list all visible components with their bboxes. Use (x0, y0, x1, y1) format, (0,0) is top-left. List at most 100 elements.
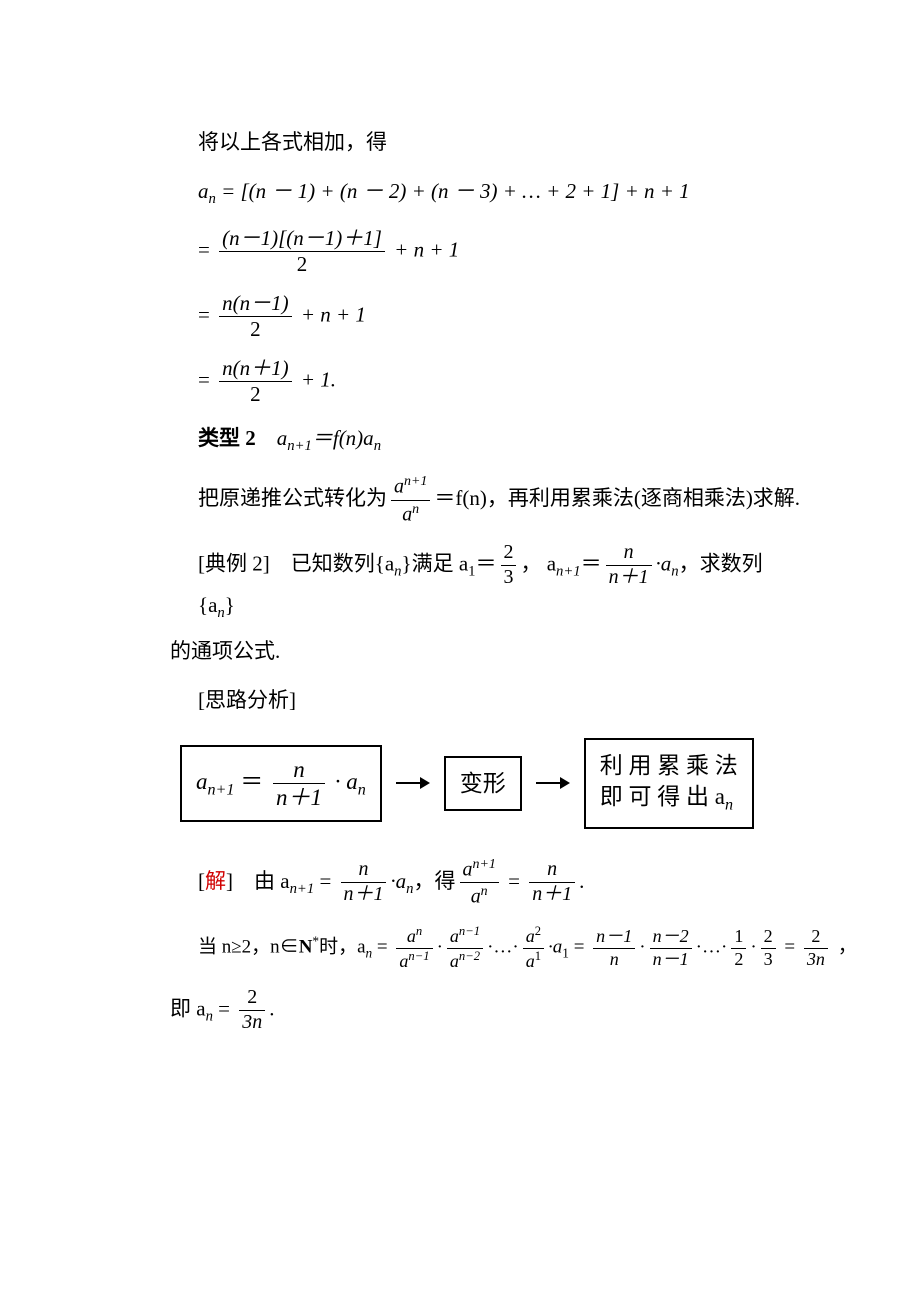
fb1-eq: ＝ (234, 769, 269, 794)
line-intro: 将以上各式相加，得 (170, 126, 790, 159)
eq-3: = n(n－1) 2 + n + 1 (170, 292, 790, 341)
fb1-tp: · a (329, 769, 358, 794)
flow-box-1: an+1 ＝ nn＋1 · an (180, 745, 382, 823)
s1f: . (579, 868, 584, 892)
ex2-f-sub: n (671, 564, 678, 580)
eq2-num: (n－1)[(n－1)＋1] (219, 227, 385, 252)
eq3-tail: + n + 1 (296, 302, 366, 326)
ctail: ·a (548, 936, 562, 957)
line-transform: 把原递推公式转化为 an+1 an ＝f(n)，再利用累乘法(逐商相乘法)求解. (170, 474, 790, 526)
c1ds: n−1 (408, 949, 429, 963)
ex2-a: 已知数列{a (291, 551, 394, 575)
ctails: 1 (562, 945, 569, 960)
ex2-g-sub: n (217, 605, 224, 621)
eq-2: = (n－1)[(n－1)＋1] 2 + n + 1 (170, 227, 790, 276)
flow-diagram: an+1 ＝ nn＋1 · an 变形 利 用 累 乘 法 即 可 得 出 an (180, 738, 790, 828)
s3n: 2 (239, 987, 265, 1011)
s1f1d: n＋1 (341, 883, 387, 906)
type2-sub2: n (374, 438, 381, 454)
s1f1n: n (341, 859, 387, 883)
type2-mid: ＝f(n)a (312, 426, 374, 450)
ex2-a-sub: n (394, 564, 401, 580)
s1a: 由 a (254, 868, 290, 892)
s3a: 即 a (170, 997, 206, 1021)
s1f2db: a (471, 886, 481, 908)
ex2-c: ＝ (476, 551, 497, 575)
s1f3d: n＋1 (529, 883, 575, 906)
c3ds: 1 (535, 949, 541, 963)
ex2-b: }满足 a (402, 551, 469, 575)
flow-box-3: 利 用 累 乘 法 即 可 得 出 an (584, 738, 754, 828)
eq1-lhs-sub: n (209, 191, 216, 207)
c1nb: a (407, 926, 416, 946)
s1d: ，得 (414, 868, 456, 892)
s3b: = (213, 997, 235, 1021)
r2d: n－1 (650, 949, 692, 970)
s2b: 时，a (319, 936, 365, 957)
s1f3n: n (529, 859, 575, 883)
eq3-eq: = (198, 302, 210, 326)
solution-line-1: [[解]解] 由 an+1 = nn＋1·an，得an+1an = nn＋1. (170, 857, 790, 909)
eq1-lhs-base: a (198, 179, 209, 203)
c2ds: n−2 (459, 949, 480, 963)
r5d: 3n (804, 949, 828, 970)
analysis-label-line: [[思路分析]思路分析] (170, 684, 790, 717)
l6-num-s: n+1 (404, 474, 427, 489)
s1f2ns: n+1 (472, 857, 495, 872)
s1as: n+1 (290, 881, 315, 897)
s2c: = (372, 936, 392, 957)
ex2-f: ·a (656, 551, 672, 575)
solution-line-3: 即 an = 23n. (170, 987, 790, 1034)
fb3-l2a: 即 可 得 出 a (600, 784, 725, 809)
r1n: n－1 (593, 927, 635, 949)
fb3-l1: 利 用 累 乘 法 (600, 750, 738, 781)
s2a: 当 n≥2，n∈ (198, 936, 299, 957)
eq1-rhs: = [(n － 1) + (n － 2) + (n － 3) + … + 2 +… (216, 179, 690, 203)
r4n: 2 (761, 927, 776, 949)
l6-den-s: n (412, 502, 419, 517)
solution-line-2: 当 n≥2，n∈N*时，an = anan−1·an−1an−2·…·a2a1·… (170, 925, 790, 972)
arrow-icon (536, 773, 570, 793)
eq2-den: 2 (219, 252, 385, 276)
fb1-ts: n (358, 781, 366, 798)
fb1-den: n＋1 (273, 784, 325, 810)
fb1-sub: n+1 (208, 781, 235, 798)
r3n: 1 (731, 927, 746, 949)
eq3-num: n(n－1) (219, 292, 292, 317)
l6-a: 把原递推公式转化为 (198, 486, 387, 510)
c2db: a (450, 951, 459, 971)
fb1-a: a (196, 769, 208, 794)
ex2-d: ， a (520, 551, 556, 575)
c2nb: a (450, 926, 459, 946)
ex2-f1d: 3 (501, 566, 517, 589)
r3d: 2 (731, 949, 746, 970)
c3ns: 2 (535, 924, 541, 938)
l6-num-b: a (394, 476, 404, 498)
ex2-f1n: 2 (501, 542, 517, 566)
ex2-b-sub: 1 (468, 564, 475, 580)
ex2-e: ＝ (581, 551, 602, 575)
s3c: . (269, 997, 274, 1021)
ex2-h: } (225, 593, 235, 617)
s1f2nb: a (463, 858, 473, 880)
math-document-page: 将以上各式相加，得 an = [(n － 1) + (n － 2) + (n －… (0, 0, 920, 1302)
r2n: n－2 (650, 927, 692, 949)
eq4-tail: + 1. (296, 367, 336, 391)
eq4-num: n(n＋1) (219, 357, 292, 382)
s1c: ·a (390, 868, 406, 892)
c1ns: n (416, 924, 422, 938)
s2d: = (569, 936, 589, 957)
s2e: = (780, 936, 800, 957)
l6-den-b: a (402, 503, 412, 525)
s3as: n (206, 1009, 213, 1025)
s2comma: ， (838, 936, 857, 957)
eq4-den: 2 (219, 382, 292, 406)
s1b: = (314, 868, 336, 892)
analysis-label: [[思路分析]思路分析] (198, 688, 296, 712)
eq-4: = n(n＋1) 2 + 1. (170, 357, 790, 406)
cdots: ·…· (487, 936, 519, 957)
r1d: n (593, 949, 635, 970)
fb1-num: n (273, 757, 325, 784)
s2n: N (299, 936, 313, 957)
example-2-tail: 的通项公式. (170, 635, 790, 668)
